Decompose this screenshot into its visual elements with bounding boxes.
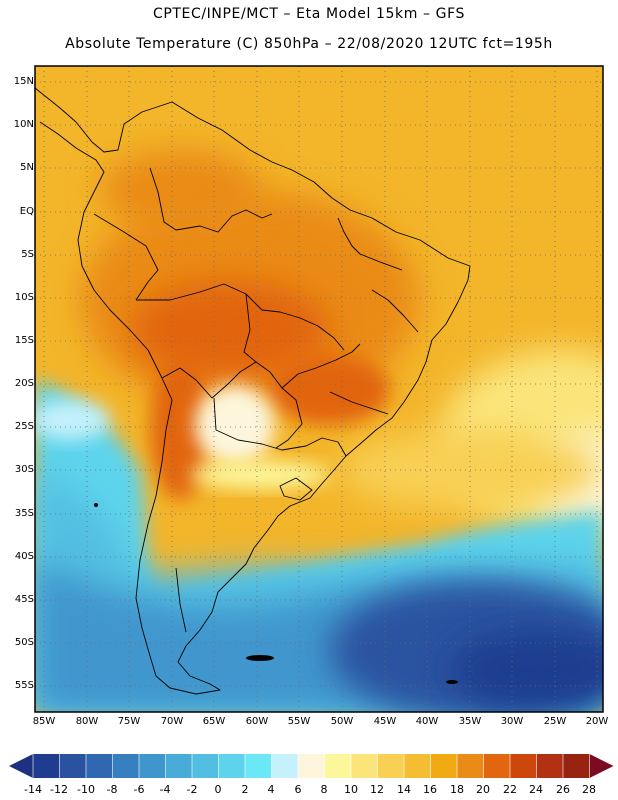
lat-label: 40S [14,551,34,562]
colorbar-swatch [165,754,193,778]
colorbar-swatch [33,754,61,778]
colorbar-label: 16 [423,783,437,796]
lat-label: 50S [14,637,34,648]
lat-label: 20S [14,378,34,389]
colorbar-swatch [86,754,114,778]
colorbar-label: 6 [294,783,302,796]
lat-label: 15N [13,76,34,87]
colorbar-label: 22 [503,783,517,796]
lat-label: 5N [20,162,34,173]
lat-label: 25S [14,421,34,432]
colorbar-label: -12 [50,783,68,796]
lon-label: 75W [117,716,141,727]
lon-label: 65W [202,716,226,727]
lat-label: 10N [13,119,34,130]
colorbar-label: -14 [24,783,42,796]
lon-label: 45W [373,716,397,727]
lat-label: 30S [14,464,34,475]
colorbar-label: 8 [320,783,328,796]
lon-label: 40W [415,716,439,727]
colorbar-swatch [324,754,352,778]
lon-label: 60W [245,716,269,727]
colorbar-low-arrow [9,754,33,778]
lon-label: 85W [32,716,56,727]
map-title-line1: CPTEC/INPE/MCT – Eta Model 15km – GFS [152,6,466,22]
colorbar-swatch [510,754,538,778]
colorbar-swatch [457,754,485,778]
colorbar-label: 14 [397,783,411,796]
lat-label: EQ [19,206,34,217]
colorbar-label: 18 [450,783,464,796]
colorbar-swatch [536,754,564,778]
lon-label: 35W [458,716,482,727]
colorbar-label: -4 [159,783,171,796]
colorbar-label: 12 [370,783,384,796]
colorbar-high-arrow [589,754,614,778]
colorbar-swatch [139,754,167,778]
colorbar-label: 26 [556,783,570,796]
lat-label: 45S [14,594,34,605]
colorbar-swatch [112,754,140,778]
lon-label: 80W [75,716,99,727]
colorbar-swatch [377,754,405,778]
lon-label: 55W [287,716,311,727]
colorbar-label: -2 [186,783,198,796]
colorbar-swatch [404,754,432,778]
colorbar [9,754,614,778]
colorbar-label: 10 [344,783,358,796]
colorbar-label: 20 [476,783,490,796]
colorbar-swatch [351,754,379,778]
colorbar-label: 24 [529,783,543,796]
lon-label: 25W [543,716,567,727]
colorbar-swatch [218,754,246,778]
colorbar-label: 0 [214,783,222,796]
map-frame [34,65,604,713]
colorbar-swatch [192,754,220,778]
colorbar-label: -8 [106,783,118,796]
lat-label: 15S [14,335,34,346]
lon-label: 30W [500,716,524,727]
colorbar-label: -6 [133,783,145,796]
colorbar-label: 2 [241,783,249,796]
lon-label: 50W [330,716,354,727]
coastlines-and-borders [35,87,471,695]
lat-label: 5S [21,249,34,260]
colorbar-swatch [483,754,511,778]
colorbar-swatch [271,754,299,778]
colorbar-swatch [298,754,326,778]
lon-label: 20W [585,716,609,727]
lat-label: 10S [14,292,34,303]
lon-label: 70W [160,716,184,727]
small-islands [94,503,458,684]
colorbar-swatch [563,754,591,778]
colorbar-swatch [430,754,458,778]
temperature-field [35,66,603,712]
colorbar-swatch [245,754,273,778]
colorbar-label: 28 [582,783,596,796]
lat-label: 55S [14,680,34,691]
colorbar-label: 4 [267,783,275,796]
colorbar-swatch [59,754,87,778]
map-title-line2: Absolute Temperature (C) 850hPa – 22/08/… [65,36,553,52]
colorbar-label: -10 [77,783,95,796]
lat-label: 35S [14,508,34,519]
